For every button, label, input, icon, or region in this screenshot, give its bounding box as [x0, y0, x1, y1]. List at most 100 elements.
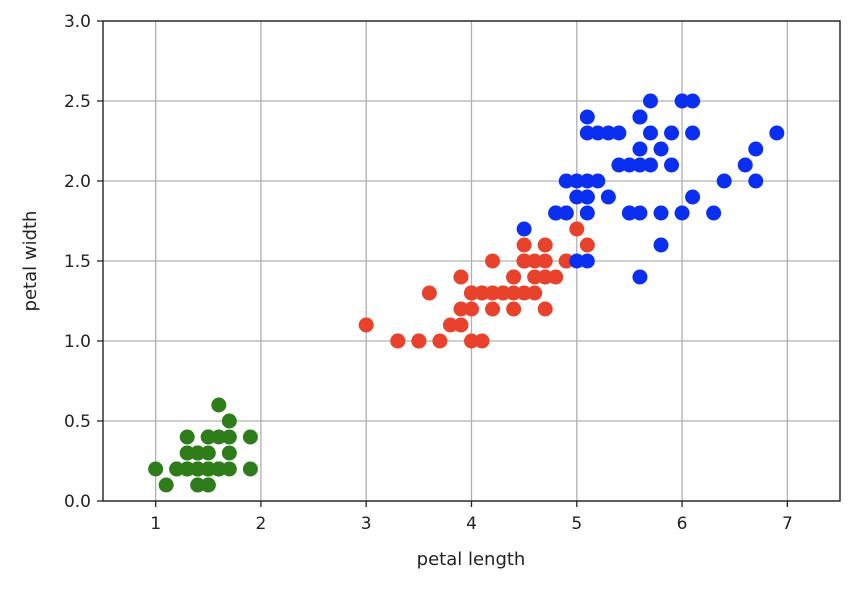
data-point-series-1	[190, 461, 206, 477]
x-tick-label: 6	[677, 514, 688, 534]
data-point-series-3	[600, 189, 616, 205]
grid	[103, 20, 840, 502]
data-point-series-3	[642, 157, 658, 173]
data-point-series-3	[716, 173, 732, 189]
data-point-series-2	[569, 221, 585, 237]
data-point-series-2	[453, 269, 469, 285]
data-point-series-3	[579, 205, 595, 221]
data-point-series-3	[632, 109, 648, 125]
ticks: 1 2 3 4 5 6 7 0.0 0.5 1.0 1.5 2.0 2.5 3.0	[64, 12, 793, 534]
data-point-series-3	[558, 173, 574, 189]
data-point-series-3	[685, 93, 701, 109]
data-point-series-3	[590, 125, 606, 141]
y-tick-label: 2.5	[64, 92, 91, 112]
data-point-series-2	[527, 269, 543, 285]
data-point-series-1	[190, 445, 206, 461]
data-point-series-3	[674, 205, 690, 221]
data-point-series-3	[516, 221, 532, 237]
data-point-series-2	[442, 317, 458, 333]
data-point-series-2	[506, 285, 522, 301]
data-point-series-2	[421, 285, 437, 301]
data-point-series-2	[474, 285, 490, 301]
data-point-series-1	[169, 461, 185, 477]
x-tick-label: 7	[782, 514, 793, 534]
x-tick-label: 5	[571, 514, 582, 534]
x-tick-label: 1	[150, 514, 161, 534]
data-point-series-2	[411, 333, 427, 349]
data-point-series-1	[200, 445, 216, 461]
data-point-series-3	[653, 141, 669, 157]
data-point-series-1	[200, 429, 216, 445]
data-point-series-3	[569, 253, 585, 269]
data-point-series-3	[632, 269, 648, 285]
x-tick-label: 4	[466, 514, 477, 534]
data-point-series-1	[221, 461, 237, 477]
data-point-series-2	[495, 285, 511, 301]
data-point-series-3	[632, 205, 648, 221]
data-point-series-2	[516, 237, 532, 253]
x-tick-label: 3	[361, 514, 372, 534]
y-tick-label: 0.5	[64, 412, 91, 432]
data-point-series-2	[537, 301, 553, 317]
data-point-series-3	[642, 125, 658, 141]
data-point-series-2	[537, 253, 553, 269]
data-point-series-3	[642, 93, 658, 109]
data-point-series-1	[211, 429, 227, 445]
data-point-series-2	[358, 317, 374, 333]
data-point-series-1	[179, 445, 195, 461]
y-tick-label: 1.0	[64, 332, 91, 352]
data-point-series-2	[506, 301, 522, 317]
data-point-series-2	[464, 301, 479, 317]
data-point-series-2	[527, 253, 543, 269]
y-axis-label: petal width	[20, 211, 41, 312]
data-point-series-2	[516, 253, 532, 269]
y-tick-label: 0.0	[64, 492, 91, 512]
data-point-series-2	[485, 253, 501, 269]
data-point-series-3	[632, 157, 648, 173]
data-point-series-3	[632, 141, 648, 157]
data-point-series-1	[211, 397, 227, 413]
data-point-series-3	[674, 93, 690, 109]
data-point-series-3	[685, 125, 701, 141]
data-point-series-2	[537, 237, 553, 253]
data-point-series-2	[579, 237, 595, 253]
data-point-series-1	[221, 429, 237, 445]
data-point-series-3	[579, 253, 595, 269]
data-point-series-3	[600, 125, 616, 141]
data-point-series-1	[221, 413, 237, 429]
data-point-series-3	[579, 109, 595, 125]
data-point-series-3	[579, 173, 595, 189]
data-point-series-3	[769, 125, 785, 141]
y-tick-label: 3.0	[64, 12, 91, 32]
plot-frame	[102, 20, 841, 502]
data-point-series-3	[558, 205, 574, 221]
data-point-series-2	[432, 333, 448, 349]
data-point-series-3	[569, 173, 585, 189]
data-points	[148, 93, 785, 493]
data-point-series-3	[590, 173, 606, 189]
x-axis-label: petal length	[417, 549, 526, 570]
data-point-series-3	[664, 157, 680, 173]
data-point-series-1	[158, 477, 174, 493]
data-point-series-3	[748, 173, 764, 189]
data-point-series-3	[748, 141, 764, 157]
data-point-series-2	[558, 253, 574, 269]
data-point-series-3	[579, 125, 595, 141]
data-point-series-1	[211, 461, 227, 477]
data-point-series-2	[506, 269, 522, 285]
y-tick-label: 2.0	[64, 172, 91, 192]
data-point-series-2	[548, 269, 564, 285]
data-point-series-3	[653, 237, 669, 253]
data-point-series-1	[148, 461, 164, 477]
data-point-series-3	[579, 189, 595, 205]
data-point-series-2	[527, 285, 543, 301]
data-point-series-1	[200, 477, 216, 493]
data-point-series-3	[706, 205, 722, 221]
data-point-series-2	[464, 285, 479, 301]
data-point-series-3	[653, 205, 669, 221]
data-point-series-1	[200, 461, 216, 477]
data-point-series-2	[390, 333, 406, 349]
data-point-series-3	[685, 189, 701, 205]
data-point-series-2	[485, 301, 501, 317]
